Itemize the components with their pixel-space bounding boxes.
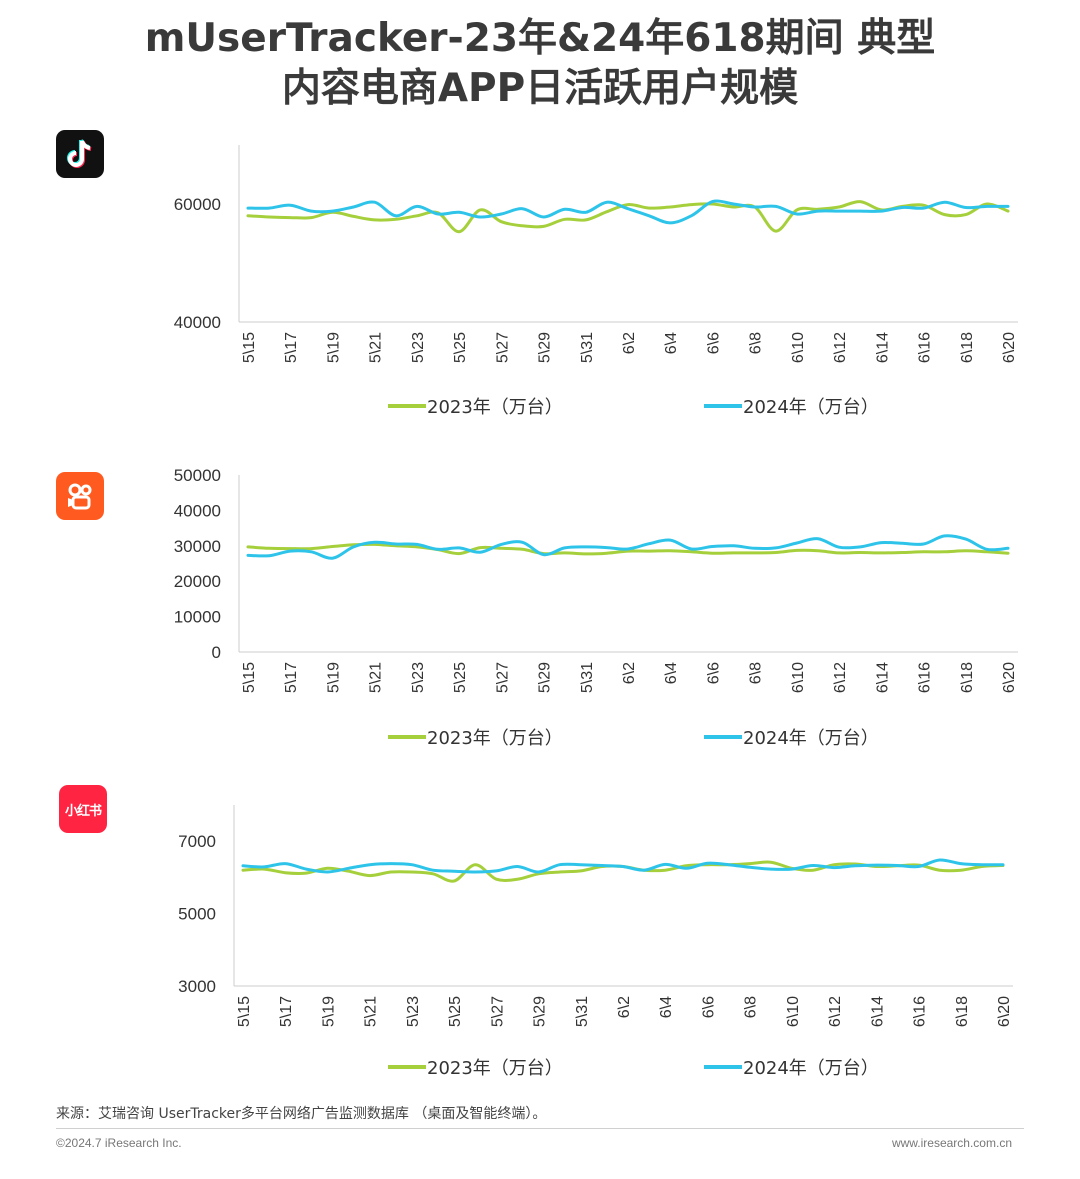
- x-tick-label: 6\10: [790, 662, 807, 693]
- x-tick-label: 5\27: [494, 662, 511, 693]
- x-tick-label: 5\31: [579, 662, 596, 693]
- series-line-2024: [241, 858, 1005, 874]
- x-tick-label: 5\15: [241, 332, 258, 363]
- x-tick-label: 5\19: [325, 332, 342, 363]
- copyright: ©2024.7 iResearch Inc.: [56, 1136, 182, 1150]
- xiaohongshu-icon: 小红书: [59, 785, 107, 833]
- x-tick-label: 6\20: [1001, 332, 1018, 363]
- xiaohongshu-logo-text: 小红书: [64, 803, 102, 819]
- x-tick-label: 6\14: [869, 996, 886, 1027]
- title-line-2: 内容电商APP日活跃用户规模: [281, 66, 799, 111]
- chart-xiaohongshu: 3000 5000 7000 5\15 5\17 5\19 5\21 5\23 5\25 5\27…: [178, 805, 1013, 1079]
- x-tick-label: 5\17: [278, 996, 295, 1027]
- x-tick-label: 6\6: [705, 662, 722, 684]
- chart-title: mUserTracker-23年&24年618期间 典型 内容电商APP日活跃用…: [0, 14, 1080, 114]
- x-tick-label: 6\20: [996, 996, 1013, 1027]
- y-tick-label: 20000: [174, 572, 221, 591]
- x-tick-label: 5\31: [574, 996, 591, 1027]
- x-tick-label: 6\18: [954, 996, 971, 1027]
- x-tick-label: 6\12: [832, 662, 849, 693]
- x-tick-label: 6\18: [959, 662, 976, 693]
- y-tick-label: 5000: [178, 905, 216, 924]
- legend-label-2024: 2024年（万台）: [743, 1058, 879, 1079]
- series-line-2023: [246, 542, 1010, 556]
- x-tick-label: 5\19: [325, 662, 342, 693]
- x-tick-label: 6\10: [785, 996, 802, 1027]
- x-tick-label: 6\10: [790, 332, 807, 363]
- chart-douyin: 40000 60000 5\15 5\17 5\19 5\21 5\23 5\25 5\27 5\…: [174, 145, 1018, 418]
- footer-divider: [56, 1128, 1024, 1129]
- legend-label-2023: 2023年（万台）: [427, 728, 563, 749]
- x-tick-label: 5\23: [410, 332, 427, 363]
- x-tick-label: 5\25: [452, 662, 469, 693]
- x-tick-label: 5\25: [447, 996, 464, 1027]
- legend-label-2023: 2023年（万台）: [427, 1058, 563, 1079]
- x-tick-label: 6\2: [621, 662, 638, 684]
- x-tick-label: 6\12: [832, 332, 849, 363]
- x-tick-label: 5\17: [283, 332, 300, 363]
- x-tick-label: 6\2: [616, 996, 633, 1018]
- legend-label-2024: 2024年（万台）: [743, 397, 879, 418]
- x-tick-label: 5\25: [452, 332, 469, 363]
- x-tick-label: 5\17: [283, 662, 300, 693]
- x-tick-label: 5\27: [494, 332, 511, 363]
- x-tick-label: 6\2: [621, 332, 638, 354]
- x-tick-label: 5\21: [368, 662, 385, 693]
- y-tick-label: 3000: [178, 977, 216, 996]
- x-tick-label: 6\18: [959, 332, 976, 363]
- x-tick-label: 6\16: [917, 332, 934, 363]
- x-tick-label: 6\20: [1001, 662, 1018, 693]
- x-tick-label: 6\16: [917, 662, 934, 693]
- kuaishou-glyph: [68, 483, 92, 510]
- y-tick-label: 40000: [174, 501, 221, 520]
- source-note: 来源：艾瑞咨询 UserTracker多平台网络广告监测数据库 （桌面及智能终端…: [56, 1106, 547, 1122]
- tiktok-glyph: [67, 139, 92, 168]
- x-tick-label: 6\8: [743, 996, 760, 1018]
- x-tick-label: 5\29: [537, 332, 554, 363]
- x-tick-label: 5\15: [236, 996, 253, 1027]
- x-tick-label: 6\8: [748, 332, 765, 354]
- x-tick-label: 6\4: [663, 662, 680, 684]
- x-tick-label: 5\29: [537, 662, 554, 693]
- y-tick-label: 50000: [174, 466, 221, 485]
- x-tick-label: 6\6: [700, 996, 717, 1018]
- x-tick-label: 6\14: [874, 332, 891, 363]
- x-tick-label: 5\21: [363, 996, 380, 1027]
- x-tick-label: 6\16: [912, 996, 929, 1027]
- series-line-2023: [246, 200, 1010, 234]
- y-tick-label: 0: [212, 643, 221, 662]
- y-tick-label: 30000: [174, 537, 221, 556]
- y-tick-label: 7000: [178, 832, 216, 851]
- chart-kuaishou: 0 10000 20000 30000 40000 50000 5\15 5\17 5\19 5\…: [174, 466, 1018, 749]
- x-tick-label: 5\23: [405, 996, 422, 1027]
- title-line-1: mUserTracker-23年&24年618期间 典型: [144, 16, 936, 61]
- legend-label-2023: 2023年（万台）: [427, 397, 563, 418]
- x-tick-label: 5\21: [368, 332, 385, 363]
- x-tick-label: 5\31: [579, 332, 596, 363]
- kuaishou-icon: [56, 472, 104, 520]
- legend-label-2024: 2024年（万台）: [743, 728, 879, 749]
- x-tick-label: 5\19: [320, 996, 337, 1027]
- x-tick-label: 6\14: [874, 662, 891, 693]
- series-line-2024: [246, 534, 1010, 560]
- y-tick-label: 60000: [174, 195, 221, 214]
- x-tick-label: 5\27: [489, 996, 506, 1027]
- x-tick-label: 6\12: [827, 996, 844, 1027]
- tiktok-icon: [56, 130, 104, 178]
- y-tick-label: 10000: [174, 608, 221, 627]
- x-tick-label: 6\4: [663, 332, 680, 354]
- x-tick-label: 5\23: [410, 662, 427, 693]
- x-tick-label: 6\6: [705, 332, 722, 354]
- x-tick-label: 6\8: [748, 662, 765, 684]
- y-tick-label: 40000: [174, 313, 221, 332]
- x-tick-label: 6\4: [658, 996, 675, 1018]
- series-line-2024: [246, 199, 1010, 225]
- website-link[interactable]: www.iresearch.com.cn: [891, 1136, 1012, 1150]
- x-tick-label: 5\29: [532, 996, 549, 1027]
- x-tick-label: 5\15: [241, 662, 258, 693]
